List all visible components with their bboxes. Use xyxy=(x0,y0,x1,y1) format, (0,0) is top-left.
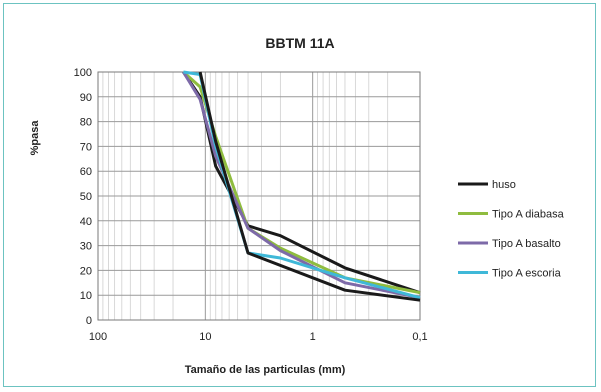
y-tick-label: 0 xyxy=(86,315,92,327)
legend-label: Tipo A escoria xyxy=(492,268,562,280)
chart-title: BBTM 11A xyxy=(265,35,334,51)
x-tick-label: 1 xyxy=(310,331,316,343)
axes: 0 10 20 30 40 50 60 70 80 90 100 100 10 1 0,1 xyxy=(74,67,428,343)
y-tick-label: 70 xyxy=(80,141,92,153)
series-line-unnamed-4 xyxy=(198,71,421,302)
y-tick-label: 20 xyxy=(80,265,92,277)
chart-frame xyxy=(3,3,596,387)
legend-label: huso xyxy=(492,179,516,191)
series-layer xyxy=(182,70,421,302)
x-tick-label: 100 xyxy=(89,331,107,343)
y-tick-label: 60 xyxy=(80,166,92,178)
legend-label: Tipo A diabasa xyxy=(492,209,565,221)
series-line-tipo-a-basalto xyxy=(182,71,421,300)
y-tick-label: 40 xyxy=(80,216,92,228)
x-tick-label: 10 xyxy=(199,331,211,343)
x-axis-label: Tamaño de las particulas (mm) xyxy=(185,364,346,376)
y-tick-label: 50 xyxy=(80,191,92,203)
legend: huso Tipo A diabasa Tipo A basalto Tipo A e… xyxy=(458,179,565,280)
legend-label: Tipo A basalto xyxy=(492,238,561,250)
y-tick-label: 90 xyxy=(80,92,92,104)
y-tick-label: 30 xyxy=(80,241,92,253)
series-line-tipo-a-escoria xyxy=(183,70,421,300)
grid xyxy=(97,71,421,321)
y-axis-label: %pasa xyxy=(29,120,41,156)
x-tick-label: 0,1 xyxy=(412,331,427,343)
plot-border xyxy=(97,71,421,321)
y-tick-label: 100 xyxy=(74,67,92,79)
y-tick-label: 10 xyxy=(80,290,92,302)
y-tick-label: 80 xyxy=(80,117,92,129)
